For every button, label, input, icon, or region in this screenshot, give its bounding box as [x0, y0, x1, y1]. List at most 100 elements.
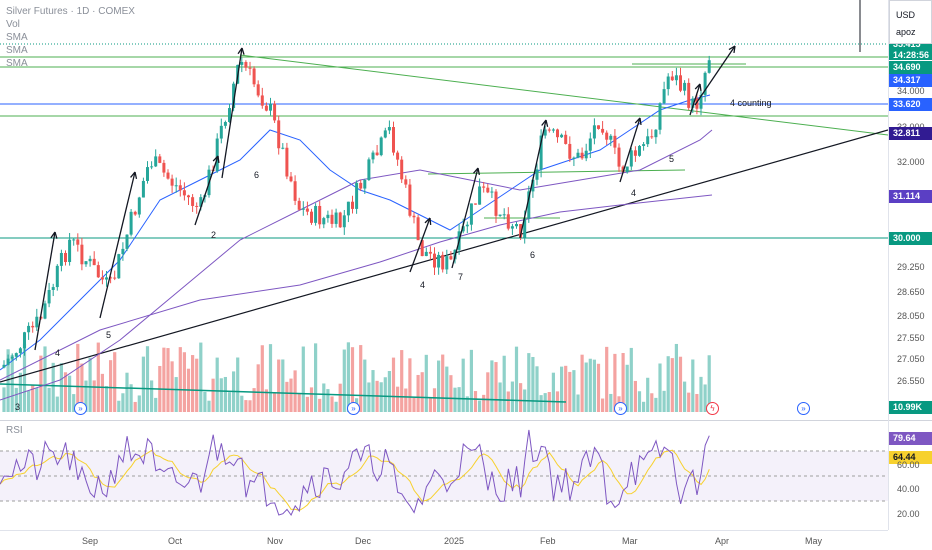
candle-body — [449, 256, 453, 260]
candle-body — [6, 358, 10, 365]
currency-label: USD — [896, 10, 916, 20]
candle-body — [174, 185, 178, 187]
candle-body — [346, 201, 350, 216]
candle-body — [289, 176, 293, 182]
events-icon[interactable]: » — [797, 402, 810, 415]
candle-body — [121, 248, 125, 255]
volume-bar — [277, 359, 281, 412]
volume-bar — [39, 355, 43, 412]
time-label: Mar — [622, 536, 638, 546]
candle-body — [92, 258, 96, 266]
candle-body — [674, 75, 678, 81]
volume-bar — [605, 346, 609, 412]
legend-sma-1[interactable]: SMA — [6, 32, 28, 43]
hline-price-label: 30.000 — [889, 232, 932, 245]
candle-body — [621, 166, 625, 173]
volume-bar — [31, 385, 35, 412]
volume-bar — [129, 384, 133, 412]
volume-bar — [498, 382, 502, 412]
volume-bar — [191, 355, 195, 412]
volume-bar — [650, 393, 654, 412]
candle-body — [646, 136, 650, 145]
volume-label: 10.99K — [889, 401, 932, 414]
volume-bar — [178, 347, 182, 412]
candle-body — [342, 215, 346, 228]
wave-label: 6 — [254, 170, 259, 180]
lightning-icon[interactable]: ϟ — [706, 402, 719, 415]
volume-bar — [699, 376, 703, 412]
sma-slow-price-label: 31.114 — [889, 190, 932, 203]
candle-body — [244, 62, 248, 68]
currency-box[interactable]: USD apoz — [889, 0, 932, 44]
volume-bar — [543, 393, 547, 412]
volume-bar — [486, 372, 490, 412]
volume-bar — [506, 391, 510, 412]
time-axis[interactable]: Sep Oct Nov Dec 2025 Feb Mar Apr May — [0, 530, 888, 550]
candle-body — [351, 201, 354, 209]
symbol-title[interactable]: Silver Futures · 1D · COMEX — [6, 6, 135, 17]
events-icon[interactable]: » — [74, 402, 87, 415]
legend-sma-3[interactable]: SMA — [6, 58, 28, 69]
candle-body — [10, 356, 14, 359]
impulse-arrow — [194, 155, 219, 226]
volume-bar — [383, 377, 387, 412]
volume-bar — [285, 381, 289, 412]
candle-body — [100, 277, 104, 280]
candle-body — [572, 157, 576, 159]
candle-body — [433, 253, 436, 268]
impulse-arrow — [221, 47, 243, 179]
hline-price-label: 34.690 — [889, 61, 932, 74]
candle-body — [400, 159, 404, 180]
arrow-head — [237, 47, 245, 55]
candle-body — [412, 215, 416, 218]
volume-bar — [687, 392, 691, 412]
time-label: Nov — [267, 536, 284, 546]
candle-body — [662, 89, 666, 104]
volume-bar — [646, 377, 650, 412]
volume-bars — [2, 342, 711, 412]
volume-bar — [96, 342, 100, 412]
candle-body — [330, 214, 334, 224]
volume-bar — [162, 347, 166, 412]
arrow-head — [50, 231, 58, 239]
impulse-arrow — [519, 119, 547, 239]
volume-bar — [564, 365, 568, 412]
candle-body — [654, 129, 658, 138]
rsi-title[interactable]: RSI — [6, 425, 23, 436]
volume-bar — [601, 398, 605, 412]
time-label: May — [805, 536, 823, 546]
rsi-tick: 60.00 — [897, 460, 920, 470]
candle-body — [154, 156, 158, 167]
wave-label: 4 — [55, 348, 60, 358]
legend-vol[interactable]: Vol — [6, 19, 20, 30]
price-tick: 27.050 — [897, 354, 925, 364]
pane-separator[interactable] — [0, 420, 932, 421]
sma-mid-line — [0, 129, 713, 401]
candle-body — [650, 136, 654, 138]
legend-sma-2[interactable]: SMA — [6, 45, 28, 56]
volume-bar — [363, 359, 367, 412]
volume-bar — [445, 366, 449, 412]
candle-body — [543, 129, 547, 136]
candle-body — [27, 325, 31, 333]
last-price-value: 35.415 — [893, 39, 921, 49]
volume-bar — [424, 354, 428, 412]
volume-bar — [441, 354, 445, 412]
volume-bar — [449, 375, 453, 412]
candle-body — [564, 134, 568, 144]
events-icon[interactable]: » — [614, 402, 627, 415]
volume-bar — [514, 346, 519, 412]
price-axis[interactable]: 34.000 33.000 32.000 29.250 28.650 28.05… — [888, 0, 932, 530]
candle-body — [420, 240, 424, 257]
volume-bar — [203, 391, 207, 412]
volume-bar — [2, 387, 6, 412]
candle-body — [478, 186, 482, 205]
volume-bar — [695, 393, 699, 412]
volume-bar — [658, 363, 662, 412]
price-chart-canvas[interactable]: 3 4 5 2 6 4 7 6 4 5 4 counting — [0, 0, 888, 550]
volume-bar — [281, 359, 285, 412]
events-icon[interactable]: » — [347, 402, 360, 415]
volume-bar — [678, 356, 683, 412]
impulse-arrow — [689, 83, 701, 116]
volume-bar — [227, 392, 232, 412]
